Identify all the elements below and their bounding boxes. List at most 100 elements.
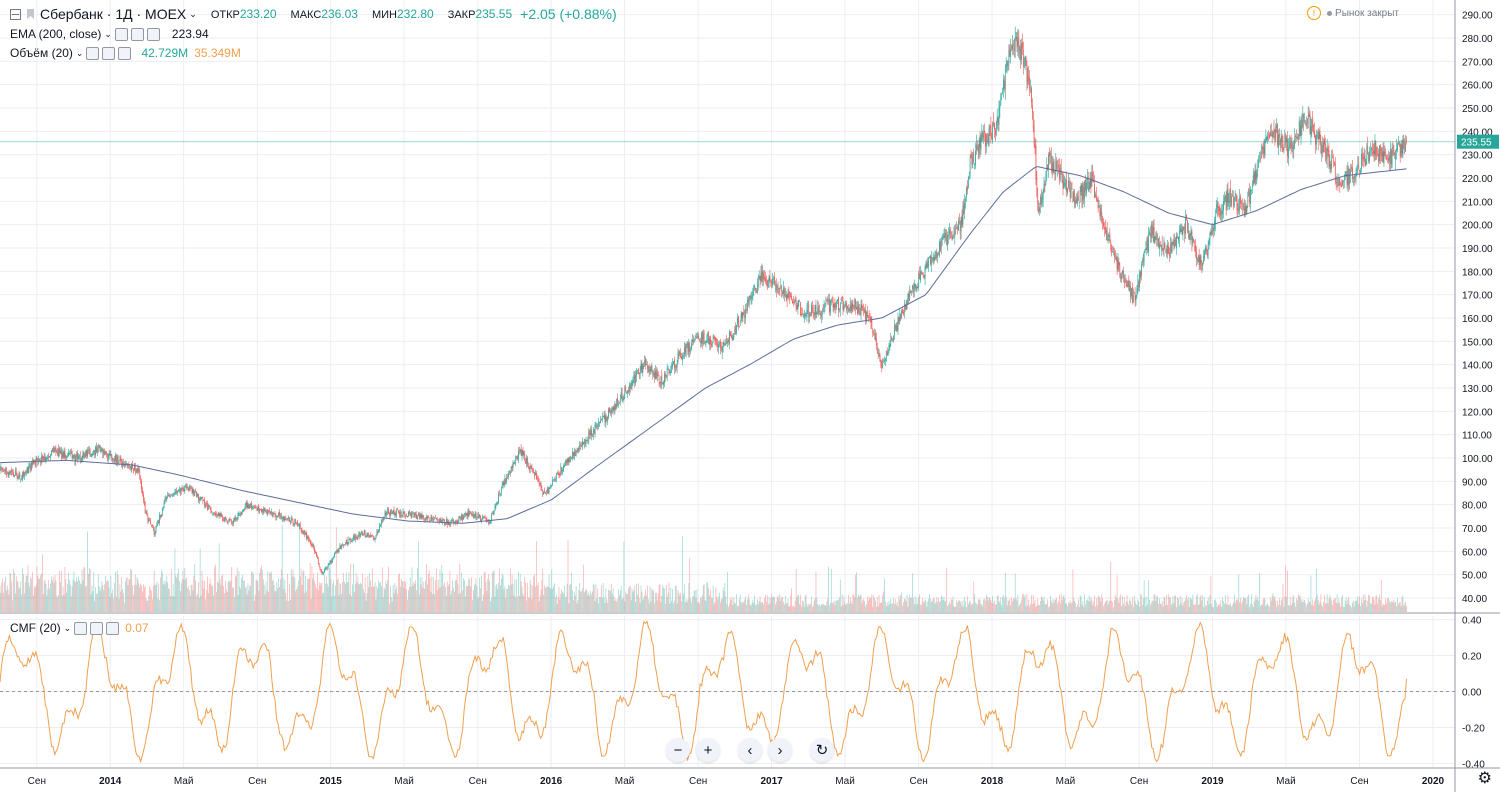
volume-bar bbox=[932, 598, 934, 612]
volume-bar bbox=[9, 572, 11, 612]
volume-bar bbox=[208, 584, 210, 612]
volume-bar bbox=[627, 593, 628, 612]
candle-body bbox=[883, 359, 884, 361]
candle-body bbox=[112, 458, 114, 461]
volume-bar bbox=[595, 584, 597, 612]
candle-body bbox=[820, 312, 821, 316]
candle-body bbox=[1253, 174, 1255, 184]
candle-body bbox=[476, 518, 478, 520]
visibility-icon[interactable] bbox=[114, 27, 128, 41]
candle-body bbox=[60, 450, 61, 454]
chevron-down-icon[interactable]: ⌄ bbox=[104, 28, 112, 39]
candle-body bbox=[897, 317, 899, 331]
chevron-down-icon[interactable]: ⌄ bbox=[63, 622, 72, 633]
zoom-out-button[interactable]: − bbox=[666, 738, 690, 762]
candle-body bbox=[423, 517, 425, 519]
volume-bar bbox=[534, 574, 536, 612]
volume-name[interactable]: Объём (20) bbox=[10, 46, 73, 60]
candle-body bbox=[1110, 241, 1112, 250]
candle-body bbox=[952, 236, 954, 240]
candle-body bbox=[555, 474, 557, 480]
candle-body bbox=[1033, 126, 1035, 145]
volume-bar bbox=[298, 525, 300, 612]
candle-body bbox=[1239, 196, 1241, 209]
candle-body bbox=[144, 501, 146, 514]
volume-bar bbox=[158, 583, 160, 612]
price-tick-label: 280.00 bbox=[1462, 34, 1493, 45]
candle-body bbox=[216, 515, 218, 516]
volume-bar bbox=[1247, 596, 1249, 612]
candle-body bbox=[1401, 144, 1403, 154]
candle-body bbox=[1339, 177, 1341, 185]
candle-body bbox=[359, 532, 361, 537]
candle-body bbox=[756, 290, 757, 293]
volume-bar bbox=[1369, 595, 1370, 612]
scroll-left-button[interactable]: ‹ bbox=[738, 738, 762, 762]
remove-icon[interactable] bbox=[106, 621, 120, 635]
candle-body bbox=[294, 519, 296, 524]
visibility-icon[interactable] bbox=[74, 621, 88, 635]
settings-icon[interactable] bbox=[102, 46, 116, 60]
candle-body bbox=[667, 368, 669, 370]
candle-body bbox=[1277, 124, 1278, 145]
volume-bar bbox=[57, 597, 59, 612]
volume-bar bbox=[134, 574, 136, 612]
remove-icon[interactable] bbox=[146, 27, 160, 41]
candle-body bbox=[700, 341, 701, 343]
volume-bar bbox=[379, 582, 380, 612]
chevron-down-icon[interactable]: ⌄ bbox=[189, 8, 197, 19]
remove-icon[interactable] bbox=[118, 46, 132, 60]
gear-icon[interactable]: ⚙ bbox=[1477, 770, 1492, 787]
candle-body bbox=[1225, 195, 1227, 210]
candle-body bbox=[1190, 230, 1192, 235]
candle-body bbox=[171, 496, 173, 497]
candle-body bbox=[936, 253, 938, 256]
settings-icon[interactable] bbox=[130, 27, 144, 41]
volume-bar bbox=[37, 575, 39, 612]
candle-body bbox=[747, 298, 749, 303]
symbol-title[interactable]: Сбербанк · 1Д · MOEX bbox=[40, 6, 187, 22]
candle-body bbox=[108, 453, 110, 458]
candle-body bbox=[575, 451, 577, 456]
scroll-right-button[interactable]: › bbox=[768, 738, 792, 762]
candle-body bbox=[307, 536, 309, 540]
volume-bar bbox=[748, 599, 750, 612]
reset-chart-button[interactable]: ↻ bbox=[810, 738, 834, 762]
volume-bar bbox=[453, 587, 454, 612]
candle-body bbox=[196, 491, 197, 497]
volume-bar bbox=[731, 596, 733, 612]
visibility-icon[interactable] bbox=[86, 46, 100, 60]
collapse-icon[interactable] bbox=[10, 8, 21, 20]
volume-bar bbox=[1334, 598, 1336, 612]
candle-body bbox=[602, 416, 604, 418]
volume-bar bbox=[348, 572, 350, 612]
candle-body bbox=[1243, 203, 1245, 215]
ema-name[interactable]: EMA (200, close) bbox=[10, 27, 102, 41]
chevron-down-icon[interactable]: ⌄ bbox=[75, 47, 84, 58]
candle-body bbox=[1306, 122, 1307, 126]
candle-body bbox=[132, 464, 133, 468]
zoom-in-button[interactable]: + bbox=[696, 738, 720, 762]
volume-bar bbox=[220, 584, 222, 612]
volume-bar bbox=[344, 584, 346, 612]
volume-bar bbox=[727, 571, 728, 612]
volume-bar bbox=[1314, 601, 1315, 612]
volume-bar bbox=[234, 576, 236, 612]
candle-body bbox=[1198, 255, 1200, 266]
cmf-name[interactable]: CMF (20) bbox=[10, 621, 61, 635]
settings-icon[interactable] bbox=[90, 621, 104, 635]
volume-bar bbox=[771, 594, 773, 612]
volume-bar bbox=[689, 557, 691, 612]
candle-body bbox=[617, 397, 618, 406]
volume-bar bbox=[1259, 573, 1260, 612]
candle-body bbox=[1133, 292, 1135, 294]
volume-bar bbox=[1126, 595, 1128, 612]
candle-body bbox=[361, 532, 362, 534]
candle-body bbox=[257, 506, 259, 511]
volume-bar bbox=[847, 602, 848, 612]
candle-body bbox=[1389, 155, 1390, 162]
candle-body bbox=[1063, 182, 1065, 188]
volume-bar bbox=[1248, 594, 1250, 612]
volume-bar bbox=[831, 603, 833, 612]
